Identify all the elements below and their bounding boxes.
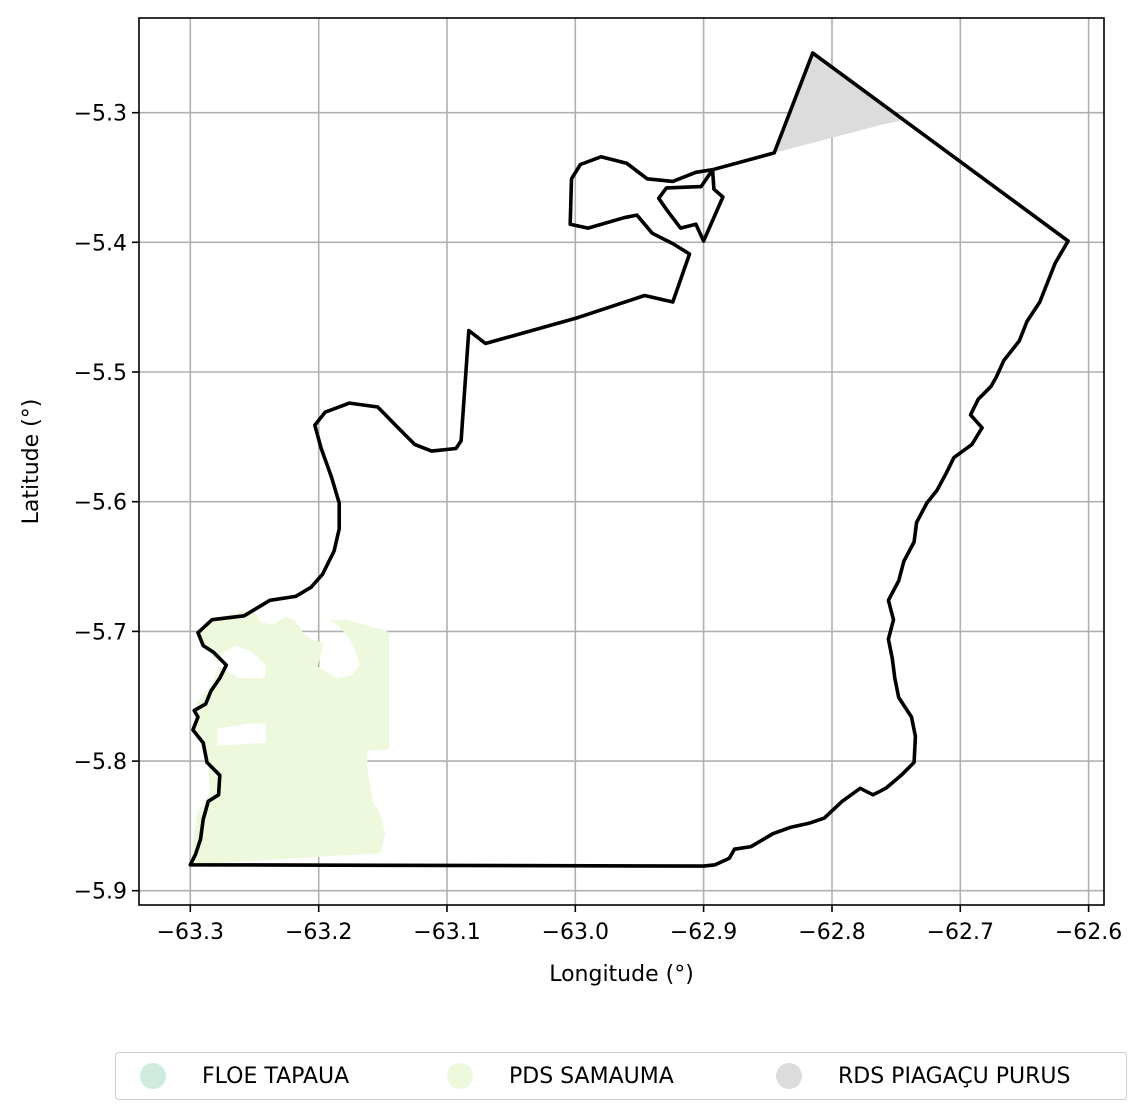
x-tick-label: −62.9 — [670, 920, 737, 945]
legend-marker-pds-samauma — [447, 1063, 473, 1089]
legend: FLOE TAPAUA PDS SAMAUMA RDS PIAGAÇU PURU… — [115, 1052, 1127, 1100]
area-layer — [190, 53, 903, 865]
legend-marker-floe-tapaua — [140, 1063, 166, 1089]
legend-item-floe-tapaua: FLOE TAPAUA — [140, 1053, 349, 1099]
x-tick-label: −63.2 — [285, 920, 352, 945]
y-tick-label: −5.8 — [74, 750, 127, 775]
x-tick-label: −63.0 — [542, 920, 609, 945]
tick-marks — [132, 111, 1090, 912]
x-axis-label: Longitude (°) — [549, 962, 694, 987]
legend-item-rds-piagacu-purus: RDS PIAGAÇU PURUS — [776, 1053, 1071, 1099]
y-tick-label: −5.9 — [74, 880, 127, 905]
x-tick-label: −62.7 — [927, 920, 994, 945]
legend-label-rds-piagacu-purus: RDS PIAGAÇU PURUS — [838, 1063, 1071, 1089]
y-tick-label: −5.7 — [74, 620, 127, 645]
y-tick-label: −5.3 — [74, 102, 127, 127]
y-tick-labels: −5.3 −5.4 −5.5 −5.6 −5.7 −5.8 −5.9 — [74, 102, 127, 905]
area-pds-samauma — [190, 610, 390, 865]
y-tick-label: −5.4 — [74, 231, 127, 256]
x-tick-label: −62.8 — [798, 920, 865, 945]
x-tick-label: −63.3 — [157, 920, 224, 945]
x-tick-label: −63.1 — [413, 920, 480, 945]
y-axis-label: Latitude (°) — [19, 399, 44, 525]
legend-label-floe-tapaua: FLOE TAPAUA — [202, 1063, 350, 1089]
x-tick-labels: −63.3 −63.2 −63.1 −63.0 −62.9 −62.8 −62.7 −62.6 — [157, 920, 1123, 945]
legend-item-pds-samauma: PDS SAMAUMA — [447, 1053, 674, 1099]
y-tick-label: −5.5 — [74, 361, 127, 386]
map-chart: −63.3 −63.2 −63.1 −63.0 −62.9 −62.8 −62.7 −62.6… — [19, 17, 1123, 987]
y-tick-label: −5.6 — [74, 491, 127, 516]
study-area-boundary — [188, 51, 1070, 868]
area-rds-piagacu-purus — [774, 53, 903, 153]
legend-label-pds-samauma: PDS SAMAUMA — [509, 1063, 674, 1089]
legend-marker-rds-piagacu-purus — [776, 1063, 802, 1089]
boundary-layer — [188, 51, 1070, 868]
plot-frame — [138, 17, 1105, 906]
x-tick-label: −62.6 — [1055, 920, 1122, 945]
grid-lines — [139, 18, 1104, 905]
